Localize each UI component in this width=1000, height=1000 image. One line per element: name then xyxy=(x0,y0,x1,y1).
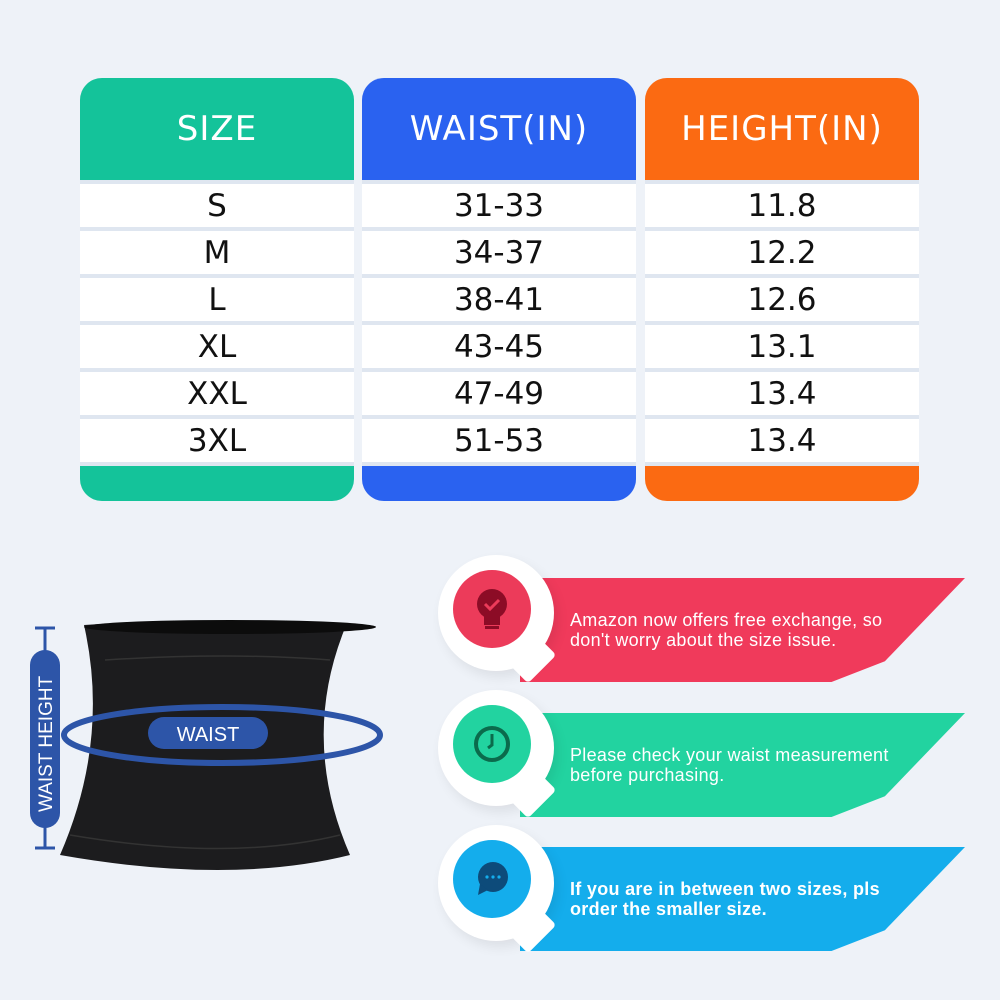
table-cell: 51-53 xyxy=(362,419,636,462)
table-cell: 3XL xyxy=(80,419,354,462)
table-cell: M xyxy=(80,231,354,274)
table-cell: 31-33 xyxy=(362,184,636,227)
table-cell: 47-49 xyxy=(362,372,636,415)
tip-banner-exchange: Amazon now offers free exchange, so don'… xyxy=(520,578,965,682)
size-column: SIZE S M L XL XXL 3XL xyxy=(80,78,354,501)
table-cell: 13.4 xyxy=(645,372,919,415)
waist-label: WAIST xyxy=(177,724,240,746)
table-cell: 11.8 xyxy=(645,184,919,227)
table-cell: 12.6 xyxy=(645,278,919,321)
waist-label-pill xyxy=(148,717,268,749)
tip-text: Please check your waist measurement befo… xyxy=(570,745,889,785)
table-cell: 38-41 xyxy=(362,278,636,321)
column-footer xyxy=(645,466,919,501)
chat-bubble-icon xyxy=(478,862,508,895)
tip-banner-measure: Please check your waist measurement befo… xyxy=(520,713,965,817)
table-cell: 13.1 xyxy=(645,325,919,368)
table-cell: XL xyxy=(80,325,354,368)
tip-text: Amazon now offers free exchange, so don'… xyxy=(570,610,883,650)
table-cell: 34-37 xyxy=(362,231,636,274)
tip-banner-between-sizes: If you are in between two sizes, pls ord… xyxy=(520,847,965,951)
waist-height-label: WAIST HEIGHT xyxy=(36,675,57,812)
clock-icon xyxy=(474,726,510,762)
tip-icon-badge xyxy=(438,555,557,684)
column-header: SIZE xyxy=(80,78,354,180)
table-cell: S xyxy=(80,184,354,227)
waist-column: WAIST(IN) 31-33 34-37 38-41 43-45 47-49 … xyxy=(362,78,636,501)
table-cell: 43-45 xyxy=(362,325,636,368)
tip-icon-badge xyxy=(438,690,557,819)
table-cell: 12.2 xyxy=(645,231,919,274)
column-footer xyxy=(80,466,354,501)
tip-icon-badge xyxy=(438,825,557,954)
table-cell: 13.4 xyxy=(645,419,919,462)
column-header: HEIGHT(IN) xyxy=(645,78,919,180)
tip-text: If you are in between two sizes, pls ord… xyxy=(570,879,880,919)
waist-trainer-diagram: WAIST HEIGHT WAIST xyxy=(30,620,383,870)
waist-ring xyxy=(61,704,383,766)
height-label-pill xyxy=(30,650,60,828)
lightbulb-check-icon xyxy=(477,589,507,629)
column-header: WAIST(IN) xyxy=(362,78,636,180)
column-footer xyxy=(362,466,636,501)
table-cell: XXL xyxy=(80,372,354,415)
table-cell: L xyxy=(80,278,354,321)
height-column: HEIGHT(IN) 11.8 12.2 12.6 13.1 13.4 13.4 xyxy=(645,78,919,501)
